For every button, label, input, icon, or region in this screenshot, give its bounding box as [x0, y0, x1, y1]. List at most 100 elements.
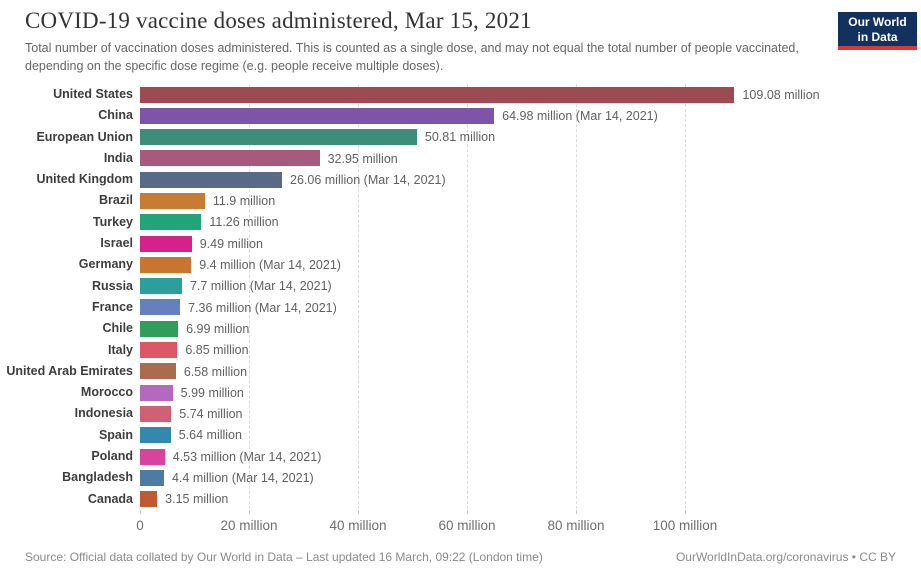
country-label-israel: Israel [100, 236, 133, 251]
bar-track: 5.99 million [140, 382, 921, 403]
bar-row-indonesia: Indonesia 5.74 million [0, 403, 921, 424]
page-title: COVID-19 vaccine doses administered, Mar… [25, 8, 532, 33]
value-label-germany: 9.4 million (Mar 14, 2021) [199, 258, 341, 273]
bar-track: 50.81 million [140, 127, 921, 148]
country-label-italy: Italy [107, 342, 133, 357]
value-label-italy: 6.85 million [185, 343, 249, 358]
value-label-canada: 3.15 million [165, 492, 229, 507]
country-label-chile: Chile [102, 321, 133, 336]
bar-turkey[interactable] [140, 214, 202, 231]
tick-label-40m: 40 million [329, 518, 387, 533]
bar-track: 7.36 million (Mar 14, 2021) [140, 297, 921, 318]
bar-row-poland: Poland 4.53 million (Mar 14, 2021) [0, 446, 921, 467]
owid-logo-stripe [838, 46, 917, 50]
bar-track: 9.4 million (Mar 14, 2021) [140, 254, 921, 275]
bar-track: 3.15 million [140, 489, 921, 510]
bar-row-united-kingdom: United Kingdom 26.06 million (Mar 14, 202… [0, 169, 921, 190]
country-label-france: France [92, 299, 133, 314]
value-label-united-kingdom: 26.06 million (Mar 14, 2021) [290, 172, 446, 187]
bar-morocco[interactable] [140, 384, 173, 401]
bar-chile[interactable] [140, 320, 179, 337]
gridline-60m [467, 84, 468, 514]
bar-track: 5.64 million [140, 425, 921, 446]
value-label-india: 32.95 million [327, 151, 398, 166]
value-label-france: 7.36 million (Mar 14, 2021) [188, 300, 337, 315]
country-label-spain: Spain [98, 427, 133, 442]
source-note: Source: Official data collated by Our Wo… [25, 550, 543, 564]
bar-european-union[interactable] [140, 129, 417, 146]
tick-mark-0m [140, 510, 141, 514]
value-label-brazil: 11.9 million [212, 194, 276, 209]
country-label-poland: Poland [91, 449, 133, 464]
country-label-russia: Russia [92, 278, 133, 293]
page-subtitle: Total number of vaccination doses admini… [25, 41, 799, 74]
bar-track: 26.06 million (Mar 14, 2021) [140, 169, 921, 190]
bar-germany[interactable] [140, 256, 192, 273]
tick-mark-40m [358, 510, 359, 514]
gridline-80m [576, 84, 577, 514]
bar-poland[interactable] [140, 448, 165, 465]
value-label-israel: 9.49 million [199, 236, 263, 251]
gridlines-layer [140, 84, 915, 514]
bar-track: 6.85 million [140, 340, 921, 361]
bar-russia[interactable] [140, 278, 182, 295]
bar-row-european-union: European Union 50.81 million [0, 127, 921, 148]
country-label-united-states: United States [53, 87, 133, 101]
bar-row-chile: Chile 6.99 million [0, 318, 921, 339]
value-label-poland: 4.53 million (Mar 14, 2021) [172, 449, 322, 464]
country-label-germany: Germany [78, 257, 133, 272]
bar-spain[interactable] [140, 427, 171, 444]
bar-india[interactable] [140, 150, 320, 167]
bar-track: 7.7 million (Mar 14, 2021) [140, 276, 921, 297]
bar-row-russia: Russia 7.7 million (Mar 14, 2021) [0, 276, 921, 297]
bar-indonesia[interactable] [140, 405, 172, 422]
bar-row-turkey: Turkey 11.26 million [0, 212, 921, 233]
gridline-100m [685, 84, 686, 514]
value-label-morocco: 5.99 million [180, 385, 244, 400]
country-label-bangladesh: Bangladesh [62, 470, 133, 485]
bar-united-arab-emirates[interactable] [140, 363, 176, 380]
value-label-chile: 6.99 million [186, 321, 250, 336]
bar-bangladesh[interactable] [140, 469, 164, 486]
tick-label-100m: 100 million [652, 518, 718, 533]
country-label-turkey: Turkey [92, 214, 133, 229]
bar-row-france: France 7.36 million (Mar 14, 2021) [0, 297, 921, 318]
owid-logo[interactable]: Our World in Data [838, 12, 917, 50]
bar-canada[interactable] [140, 491, 158, 508]
bar-row-united-arab-emirates: United Arab Emirates 6.58 million [0, 361, 921, 382]
bar-track: 11.9 million [140, 190, 921, 211]
x-axis: 0 20 million 40 million 60 million 80 millio… [136, 510, 915, 544]
bar-track: 32.95 million [140, 148, 921, 169]
country-label-morocco: Morocco [80, 385, 133, 400]
gridline-20m [249, 84, 250, 514]
value-label-bangladesh: 4.4 million (Mar 14, 2021) [171, 470, 314, 485]
bar-rows: United States 109.08 million China 64.98 mi… [0, 84, 921, 510]
bar-row-india: India 32.95 million [0, 148, 921, 169]
tick-mark-100m [685, 510, 686, 514]
country-label-china: China [98, 108, 133, 123]
country-label-united-arab-emirates: United Arab Emirates [6, 363, 133, 378]
bar-united-states[interactable] [140, 86, 735, 103]
bar-row-canada: Canada 3.15 million [0, 489, 921, 510]
bar-row-morocco: Morocco 5.99 million [0, 382, 921, 403]
bar-united-kingdom[interactable] [140, 171, 283, 188]
bar-china[interactable] [140, 107, 495, 124]
country-label-european-union: European Union [36, 129, 133, 144]
bar-track: 64.98 million (Mar 14, 2021) [140, 105, 921, 126]
bar-brazil[interactable] [140, 192, 205, 209]
bar-italy[interactable] [140, 342, 178, 359]
tick-mark-80m [576, 510, 577, 514]
license-link[interactable]: OurWorldInData.org/coronavirus • CC BY [675, 550, 896, 564]
bar-israel[interactable] [140, 235, 192, 252]
value-label-united-states: 109.08 million [742, 87, 820, 102]
bar-track: 5.74 million [140, 403, 921, 424]
country-label-brazil: Brazil [98, 193, 133, 208]
tick-label-80m: 80 million [547, 518, 605, 533]
tick-mark-20m [249, 510, 250, 514]
bar-track: 4.4 million (Mar 14, 2021) [140, 467, 921, 488]
country-label-indonesia: Indonesia [74, 406, 133, 421]
country-label-united-kingdom: United Kingdom [36, 172, 133, 187]
bar-track: 9.49 million [140, 233, 921, 254]
bar-track: 11.26 million [140, 212, 921, 233]
bar-france[interactable] [140, 299, 181, 316]
